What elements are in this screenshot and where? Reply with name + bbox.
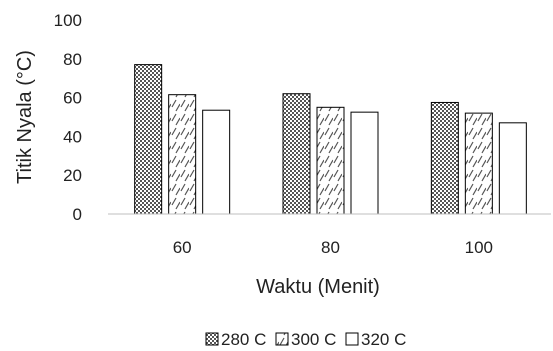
bar <box>350 111 379 215</box>
x-axis-ticks: 60 80 100 <box>173 238 493 257</box>
legend: 280 C 300 C 320 C <box>205 330 406 349</box>
bar <box>430 101 459 215</box>
y-axis-ticks: 0 20 40 60 80 100 <box>54 11 82 224</box>
legend-swatch <box>275 332 289 346</box>
bar <box>464 112 493 215</box>
plot-area <box>134 64 527 215</box>
bar <box>282 93 311 215</box>
bar <box>498 122 527 215</box>
bar <box>134 64 163 215</box>
x-tick-label: 100 <box>465 238 493 257</box>
legend-label: 320 C <box>361 330 406 349</box>
y-tick-label: 20 <box>63 166 82 185</box>
x-tick-label: 80 <box>321 238 340 257</box>
x-axis-title: Waktu (Menit) <box>256 276 380 298</box>
bar <box>168 94 197 215</box>
y-tick-label: 100 <box>54 11 82 30</box>
legend-label: 280 C <box>221 330 266 349</box>
x-tick-label: 60 <box>173 238 192 257</box>
y-axis-title: Titik Nyala (°C) <box>14 50 36 184</box>
y-tick-label: 80 <box>63 50 82 69</box>
legend-label: 300 C <box>291 330 336 349</box>
legend-swatch <box>205 332 219 346</box>
y-tick-label: 40 <box>63 127 82 146</box>
y-tick-label: 0 <box>73 205 82 224</box>
bar <box>316 106 345 215</box>
bar <box>202 109 231 215</box>
legend-swatch <box>345 332 359 346</box>
y-tick-label: 60 <box>63 89 82 108</box>
